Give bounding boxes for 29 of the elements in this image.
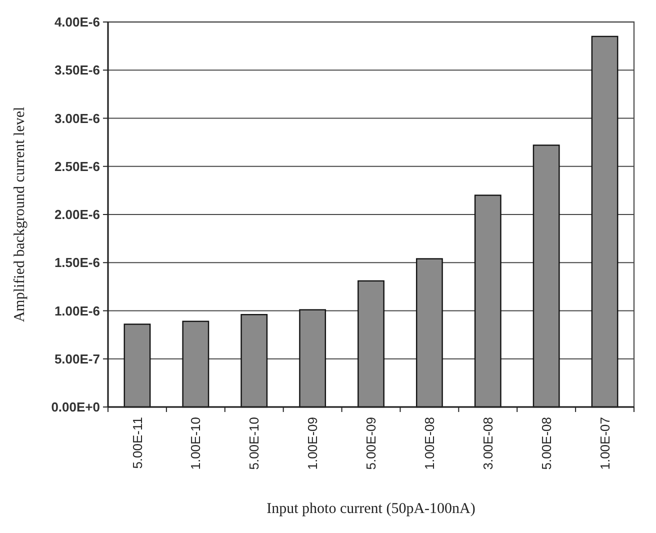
bar [240,314,268,408]
y-tick-label: 1.50E-6 [54,255,100,270]
x-tick-label: 5.00E-09 [364,417,379,470]
x-axis-title: Input photo current (50pA-100nA) [266,501,476,517]
x-tick-label: 3.00E-08 [480,417,496,470]
x-tick-label: 1.00E-08 [422,417,437,470]
y-tick-label: 2.00E-6 [54,207,100,222]
y-tick-label: 0.00E+0 [51,400,100,415]
bar [532,144,560,408]
bar [182,320,210,408]
bar [591,36,618,408]
y-axis-title: Amplified background current level [12,106,28,322]
bar [299,309,326,408]
bar [358,280,384,408]
bar [124,324,151,408]
x-tick-label: 5.00E-11 [130,417,145,469]
y-tick-label: 2.50E-6 [54,158,100,174]
y-tick-label: 4.00E-6 [54,14,100,30]
y-tick-label: 3.50E-6 [54,62,100,78]
x-tick-label: 5.00E-08 [538,417,554,470]
x-tick-label: 1.00E-10 [188,417,204,470]
y-tick-label: 1.00E-6 [54,303,100,318]
x-tick-label: 5.00E-10 [246,417,262,470]
bar [474,194,502,408]
y-tick-label: 5.00E-7 [54,351,100,366]
y-tick-label: 3.00E-6 [54,110,100,126]
x-tick-label: 1.00E-09 [305,417,320,470]
x-tick-label: 1.00E-07 [597,417,612,470]
bar [416,258,443,408]
